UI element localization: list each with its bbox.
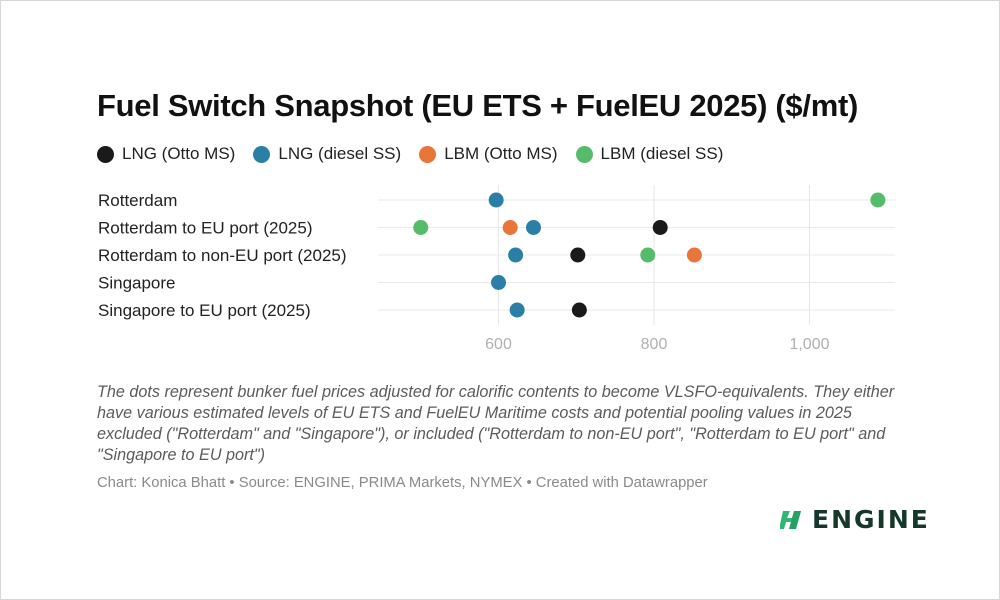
- brand-name: ENGINE: [812, 505, 930, 534]
- row-label-2: Rotterdam to non-EU port (2025): [98, 246, 347, 265]
- point-3-2: [640, 247, 656, 263]
- chart-legend: LNG (Otto MS) LNG (diesel SS) LBM (Otto MS…: [97, 144, 723, 164]
- point-3-0: [870, 192, 886, 208]
- point-1-3: [491, 275, 507, 290]
- point-0-2: [570, 247, 586, 263]
- row-label-1: Rotterdam to EU port (2025): [98, 219, 312, 238]
- row-label-0: Rotterdam: [98, 191, 177, 210]
- brand-logo: ENGINE: [780, 505, 930, 534]
- point-0-4: [571, 302, 587, 318]
- chart-note: The dots represent bunker fuel prices ad…: [97, 383, 895, 464]
- point-4-2: [686, 247, 702, 263]
- legend-dot-3: [575, 145, 593, 163]
- point-1-4: [509, 302, 525, 318]
- legend-dot-0: [97, 145, 114, 163]
- point-0-1: [652, 220, 668, 235]
- legend-label-1: LNG (diesel SS): [278, 144, 402, 163]
- engine-logo-icon: [780, 510, 801, 529]
- chart-title: Fuel Switch Snapshot (EU ETS + FuelEU 20…: [97, 88, 858, 123]
- legend-dot-2: [419, 145, 437, 163]
- legend-item-2: LBM (Otto MS): [419, 144, 558, 164]
- point-1-2: [508, 247, 524, 263]
- point-2-1: [502, 220, 518, 235]
- chart-credits: Chart: Konica Bhatt • Source: ENGINE, PR…: [97, 475, 708, 491]
- legend-item-1: LNG (diesel SS): [253, 144, 401, 164]
- point-1-0: [488, 192, 504, 208]
- legend-dot-1: [253, 145, 271, 163]
- x-tick-label-2: 1,000: [789, 336, 829, 353]
- legend-label-3: LBM (diesel SS): [600, 144, 724, 163]
- legend-item-3: LBM (diesel SS): [575, 144, 724, 164]
- x-tick-label-1: 800: [641, 336, 668, 353]
- point-1-1: [525, 220, 541, 235]
- row-label-4: Singapore to EU port (2025): [98, 301, 311, 320]
- row-label-3: Singapore: [98, 274, 176, 293]
- legend-item-0: LNG (Otto MS): [97, 144, 235, 164]
- x-tick-label-0: 600: [485, 336, 512, 353]
- legend-label-0: LNG (Otto MS): [122, 144, 236, 163]
- point-3-1: [413, 220, 429, 235]
- legend-label-2: LBM (Otto MS): [444, 144, 558, 163]
